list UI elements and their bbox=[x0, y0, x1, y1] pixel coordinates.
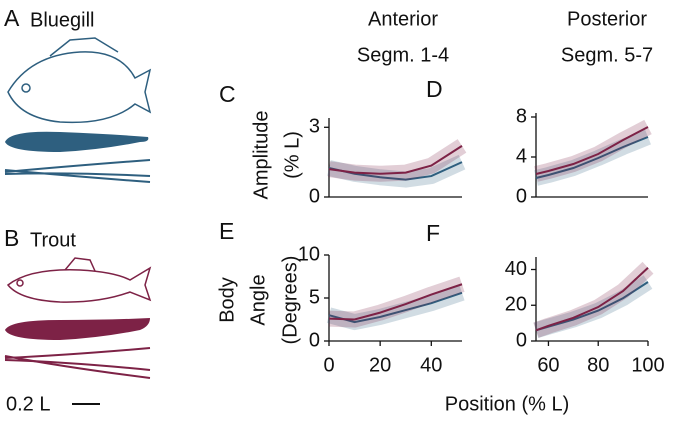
row-label: Angle bbox=[247, 274, 269, 325]
row-label: (Degrees) bbox=[279, 256, 301, 345]
bluegill-drawing bbox=[7, 37, 152, 124]
trout-midline bbox=[5, 318, 150, 340]
y-tick-label: 0 bbox=[309, 185, 320, 207]
column-header: Segm. 1-4 bbox=[357, 44, 449, 66]
y-tick-label: 0 bbox=[309, 329, 320, 351]
x-tick-label: 0 bbox=[323, 354, 334, 376]
column-header: Segm. 5-7 bbox=[561, 44, 653, 66]
panel-letter: A bbox=[4, 5, 20, 31]
y-tick-label: 0 bbox=[516, 329, 527, 351]
x-axis-label: Position (% L) bbox=[445, 393, 570, 415]
panel-letter: C bbox=[219, 81, 236, 107]
x-tick-label: 20 bbox=[369, 354, 391, 376]
column-header: Anterior bbox=[368, 8, 438, 30]
x-tick-label: 100 bbox=[631, 354, 664, 376]
y-tick-label: 8 bbox=[516, 105, 527, 127]
row-label: Body bbox=[216, 277, 238, 323]
y-tick-label: 3 bbox=[309, 116, 320, 138]
series-line bbox=[328, 291, 463, 324]
y-tick-label: 0 bbox=[516, 185, 527, 207]
y-tick-label: 5 bbox=[309, 286, 320, 308]
series-line bbox=[328, 283, 463, 321]
fish-name: Trout bbox=[30, 229, 76, 251]
x-tick-label: 60 bbox=[537, 354, 559, 376]
bluegill-midline bbox=[5, 131, 149, 152]
series-line bbox=[328, 145, 463, 175]
y-tick-label: 20 bbox=[505, 294, 527, 316]
trout-wave bbox=[4, 347, 151, 379]
panel-letter: B bbox=[4, 225, 19, 251]
column-header: Posterior bbox=[567, 8, 647, 30]
bluegill-wave bbox=[4, 159, 151, 183]
scale-bar-label: 0.2 L bbox=[6, 393, 50, 415]
series-line bbox=[535, 266, 649, 332]
y-tick-label: 10 bbox=[298, 243, 320, 265]
panel-letter: D bbox=[426, 76, 443, 102]
y-tick-label: 40 bbox=[505, 258, 527, 280]
x-tick-label: 80 bbox=[587, 354, 609, 376]
row-label: (% L) bbox=[281, 131, 303, 179]
fish-name: Bluegill bbox=[30, 9, 94, 31]
x-tick-label: 40 bbox=[420, 354, 442, 376]
series-line bbox=[535, 136, 649, 179]
trout-drawing bbox=[6, 257, 152, 303]
y-tick-label: 4 bbox=[516, 145, 527, 167]
row-label: Amplitude bbox=[250, 111, 272, 200]
panel-letter: E bbox=[219, 218, 234, 244]
series-line bbox=[535, 126, 649, 175]
panel-letter: F bbox=[426, 220, 440, 246]
